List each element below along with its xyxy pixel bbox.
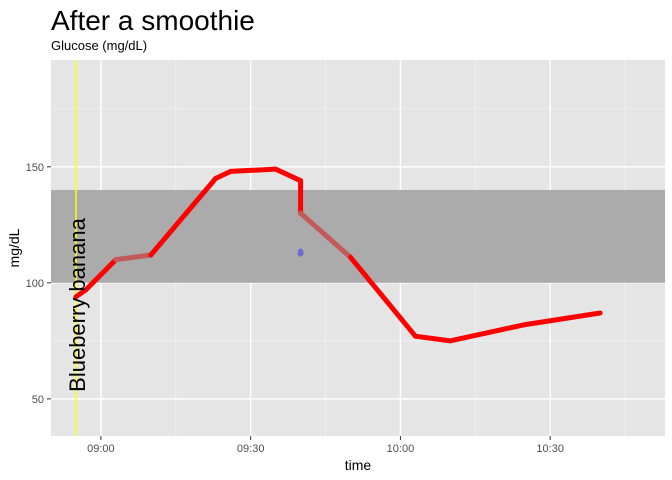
series-segment	[148, 175, 219, 258]
point-markers	[297, 248, 304, 257]
chart-subtitle: Glucose (mg/dL)	[51, 38, 147, 53]
series-segment	[348, 254, 418, 339]
y-tick-label: 100	[26, 278, 44, 290]
y-axis-title: mg/dL	[6, 228, 22, 267]
series-segment	[213, 168, 234, 181]
series-segment	[83, 257, 119, 293]
y-tick-label: 50	[32, 394, 44, 406]
x-tick-label: 10:30	[536, 443, 564, 455]
data-point	[297, 248, 304, 257]
x-tick-label: 09:30	[237, 443, 265, 455]
meal-annotation-label: Blueberry banana	[65, 217, 90, 391]
x-axis-ticks: 09:00 09:30 10:00 10:30	[87, 436, 564, 455]
series-segment	[113, 252, 154, 263]
glucose-series	[73, 166, 603, 344]
series-segment	[412, 333, 453, 344]
x-tick-label: 10:00	[387, 443, 415, 455]
series-segment	[273, 166, 304, 184]
x-tick-label: 09:00	[87, 443, 115, 455]
x-axis-title: time	[345, 457, 372, 473]
y-axis-ticks: 50 100 150	[26, 162, 51, 406]
series-segment	[522, 310, 603, 328]
series-segment	[228, 166, 279, 174]
chart-title: After a smoothie	[51, 5, 255, 36]
series-segment	[298, 210, 354, 260]
series-segment	[447, 322, 528, 344]
y-tick-label: 150	[26, 162, 44, 174]
